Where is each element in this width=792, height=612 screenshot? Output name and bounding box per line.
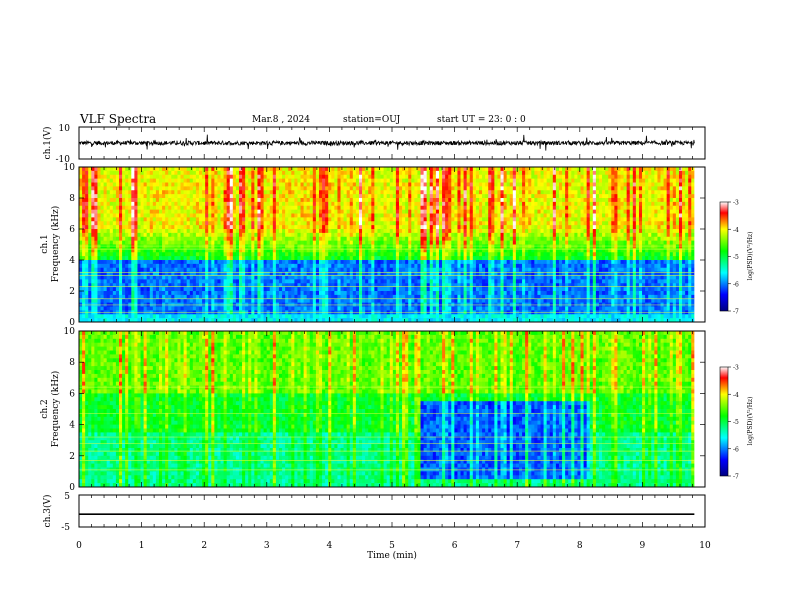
- start-time-label: start UT = 23: 0 : 0: [437, 115, 526, 125]
- colorbar-ch2-scale: [719, 366, 729, 477]
- panel-waveform-ch3: 5 -5 ch.3(V): [42, 492, 706, 533]
- ylabel-ch1-frequency: Frequency (kHz): [50, 206, 61, 283]
- ylabel-ch1-channel: ch.1: [40, 234, 50, 253]
- x-tick-label: 5: [389, 541, 395, 551]
- ylabel-ch2-channel: ch.2: [40, 399, 50, 418]
- y-tick-label: 6: [69, 389, 75, 399]
- y-tick-label: 8: [69, 358, 75, 368]
- y-tick-label: 0: [69, 318, 75, 328]
- ytick-label: -5: [61, 523, 70, 533]
- x-tick-label: 9: [640, 541, 646, 551]
- x-tick-label: 10: [699, 541, 711, 551]
- colorbar-ch2-label: log(PSD)(V²/Hz): [747, 397, 754, 446]
- colorbar-tick-label: -4: [733, 392, 739, 399]
- x-tick-label: 7: [514, 541, 520, 551]
- ylabel-ch2-frequency: Frequency (kHz): [50, 371, 61, 448]
- y-tick-label: 10: [64, 327, 76, 337]
- panel-spectrogram-ch1: 0 2 4 6 8 10 ch.1 Frequency (kHz): [40, 163, 706, 328]
- y-tick-label: 10: [64, 163, 76, 173]
- colorbar-tick-label: -7: [733, 474, 739, 481]
- colorbar-tick-label: -6: [733, 281, 739, 288]
- spectrogram-ch1-image: [79, 167, 705, 323]
- spectrogram-ch2-image: [79, 331, 705, 488]
- colorbar-tick-label: -5: [733, 254, 739, 261]
- colorbar-ch2: -3 -4 -5 -6 -7 log(PSD)(V²/Hz): [719, 365, 754, 481]
- x-axis-tick-labels: 0 1 2 3 4 5 6 7 8 9 10: [76, 541, 711, 551]
- x-tick-label: 2: [201, 541, 207, 551]
- colorbar-tick-label: -6: [733, 446, 739, 453]
- colorbar-ch1-scale: [719, 201, 729, 312]
- ytick-label: -10: [56, 155, 71, 165]
- colorbar-ch1-label: log(PSD)(V²/Hz): [747, 232, 754, 281]
- x-tick-label: 4: [327, 541, 333, 551]
- chart-title: VLF Spectra: [80, 112, 157, 126]
- ytick-label: 5: [64, 492, 70, 502]
- y-tick-label: 0: [69, 483, 75, 493]
- panel-waveform-ch1: 10 -10 ch.1(V): [42, 124, 706, 165]
- colorbar-tick-label: -3: [733, 200, 739, 207]
- ylabel-ch3-waveform: ch.3(V): [42, 495, 53, 528]
- y-tick-label: 2: [69, 452, 75, 462]
- waveform-ch1-trace: [79, 134, 695, 151]
- colorbar-tick-label: -4: [733, 227, 739, 234]
- x-axis-label: Time (min): [367, 550, 417, 561]
- colorbar-ch1: -3 -4 -5 -6 -7 log(PSD)(V²/Hz): [719, 200, 754, 316]
- station-label: station=OUJ: [343, 115, 401, 125]
- x-tick-label: 0: [76, 541, 82, 551]
- panel-spectrogram-ch2: 0 2 4 6 8 10 ch.2 Frequency (kHz): [40, 327, 706, 493]
- colorbar-tick-label: -5: [733, 419, 739, 426]
- x-tick-label: 1: [139, 541, 145, 551]
- ytick-label: 10: [59, 124, 71, 134]
- x-tick-label: 6: [452, 541, 458, 551]
- y-tick-label: 2: [69, 287, 75, 297]
- y-tick-label: 4: [69, 421, 75, 431]
- y-tick-label: 6: [69, 225, 75, 235]
- y-tick-label: 4: [69, 256, 75, 266]
- colorbar-tick-label: -7: [733, 309, 739, 316]
- x-tick-label: 8: [577, 541, 583, 551]
- y-tick-label: 8: [69, 194, 75, 204]
- x-tick-label: 3: [264, 541, 270, 551]
- date-label: Mar.8 , 2024: [252, 115, 310, 125]
- colorbar-tick-label: -3: [733, 365, 739, 372]
- ylabel-ch1-waveform: ch.1(V): [42, 127, 53, 160]
